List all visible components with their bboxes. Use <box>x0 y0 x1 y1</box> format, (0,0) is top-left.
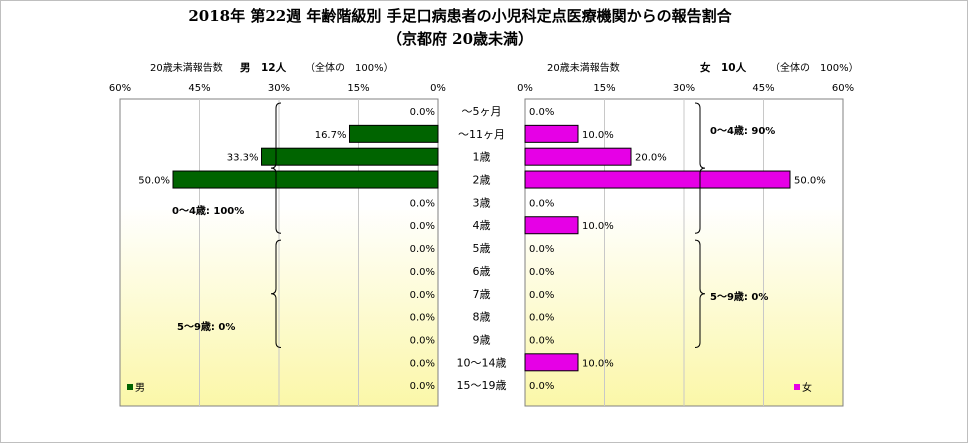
male-legend-swatch <box>127 384 133 390</box>
male-header-total: （全体の 100%） <box>305 61 394 74</box>
male-value-label: 0.0% <box>410 107 435 118</box>
male-brace-0-4 <box>270 102 282 234</box>
male-value-label: 16.7% <box>315 130 347 141</box>
chart-title: 2018年 第22週 年齢階級別 手足口病患者の小児科定点医療機関からの報告割合 <box>188 7 732 25</box>
female-value-label: 10.0% <box>582 130 614 141</box>
category-label: 1歳 <box>473 151 491 164</box>
male-tick-label: 0% <box>430 83 446 94</box>
male-value-label: 50.0% <box>138 176 170 187</box>
female-value-label: 0.0% <box>529 381 554 392</box>
male-tick-label: 60% <box>109 83 131 94</box>
female-bar <box>524 124 579 143</box>
female-bar <box>524 216 579 235</box>
male-bar <box>348 124 439 143</box>
category-label: 3歳 <box>473 196 491 209</box>
female-value-label: 0.0% <box>529 198 554 209</box>
male-value-label: 0.0% <box>410 358 435 369</box>
male-tick-label: 15% <box>347 83 369 94</box>
female-group-0-4-label: 0～4歳: 90% <box>710 124 775 137</box>
female-header-count: 女 10人 <box>700 61 747 74</box>
female-bar <box>524 353 579 372</box>
female-header-total: （全体の 100%） <box>770 61 859 74</box>
female-value-label: 50.0% <box>794 176 826 187</box>
category-label: 5歳 <box>473 242 491 255</box>
male-value-label: 33.3% <box>227 153 259 164</box>
male-value-label: 0.0% <box>410 381 435 392</box>
female-tick-label: 0% <box>517 83 533 94</box>
female-value-label: 10.0% <box>582 358 614 369</box>
male-value-label: 0.0% <box>410 335 435 346</box>
category-label: 10～14歳 <box>457 356 507 369</box>
category-label: 9歳 <box>473 333 491 346</box>
female-value-label: 0.0% <box>529 313 554 324</box>
male-value-label: 0.0% <box>410 267 435 278</box>
female-bar <box>524 170 791 189</box>
male-group-5-9-label: 5～9歳: 0% <box>177 320 235 333</box>
male-header-count: 男 12人 <box>240 61 287 74</box>
category-label: 4歳 <box>473 219 491 232</box>
male-brace-5-9 <box>270 239 282 348</box>
female-tick-label: 60% <box>832 83 854 94</box>
female-value-label: 10.0% <box>582 221 614 232</box>
female-legend-label: 女 <box>802 381 812 394</box>
female-value-label: 20.0% <box>635 153 667 164</box>
female-value-label: 0.0% <box>529 267 554 278</box>
female-header-label: 20歳未満報告数 <box>547 61 620 74</box>
male-value-label: 0.0% <box>410 221 435 232</box>
male-tick-label: 30% <box>268 83 290 94</box>
male-group-0-4-label: 0～4歳: 100% <box>172 204 244 217</box>
category-label: ～11ヶ月 <box>458 128 505 141</box>
male-value-label: 0.0% <box>410 313 435 324</box>
male-bar <box>172 170 439 189</box>
female-group-5-9-label: 5～9歳: 0% <box>710 290 768 303</box>
female-tick-label: 45% <box>752 83 774 94</box>
category-label: 8歳 <box>473 311 491 324</box>
female-tick-label: 15% <box>593 83 615 94</box>
female-bar <box>524 147 632 166</box>
category-label: 7歳 <box>473 288 491 301</box>
category-label: 6歳 <box>473 265 491 278</box>
female-value-label: 0.0% <box>529 244 554 255</box>
category-label: 2歳 <box>473 174 491 187</box>
male-legend-label: 男 <box>135 382 145 394</box>
female-value-label: 0.0% <box>529 107 554 118</box>
category-label: 15～19歳 <box>457 379 507 392</box>
chart-subtitle: （京都府 20歳未満） <box>387 30 533 48</box>
male-value-label: 0.0% <box>410 198 435 209</box>
female-value-label: 0.0% <box>529 335 554 346</box>
female-brace-0-4 <box>694 102 706 234</box>
female-tick-label: 30% <box>673 83 695 94</box>
female-value-label: 0.0% <box>529 290 554 301</box>
male-bar <box>261 147 439 166</box>
male-header-label: 20歳未満報告数 <box>150 61 223 74</box>
female-brace-5-9 <box>694 239 706 348</box>
category-label: ～5ヶ月 <box>462 105 502 118</box>
male-value-label: 0.0% <box>410 290 435 301</box>
male-value-label: 0.0% <box>410 244 435 255</box>
male-tick-label: 45% <box>188 83 210 94</box>
female-legend-swatch <box>794 384 800 390</box>
